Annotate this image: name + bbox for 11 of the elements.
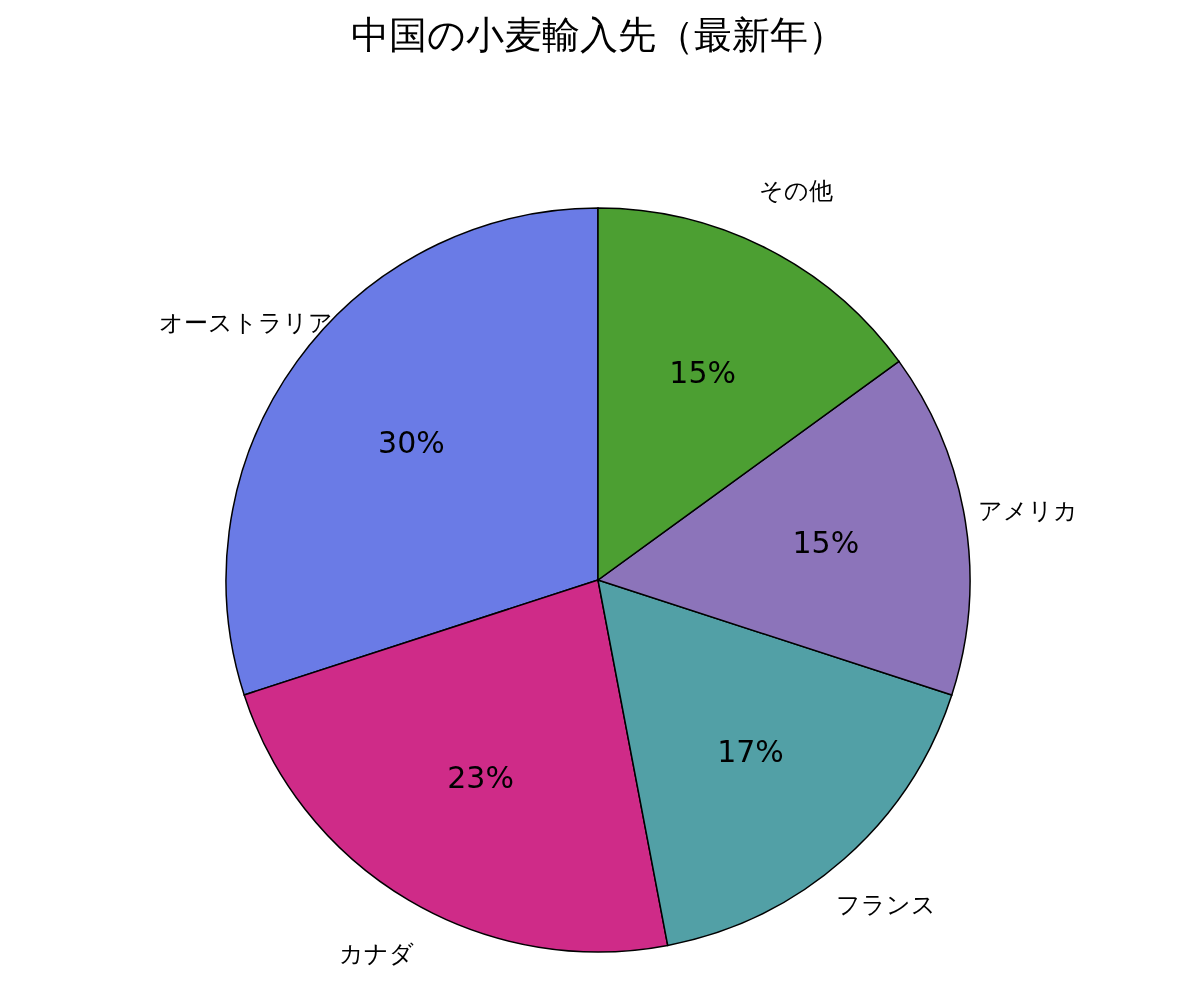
slice-label: カナダ (338, 939, 414, 968)
data-label: 15% (792, 524, 860, 560)
data-label: 30% (378, 425, 445, 461)
slice-label: アメリカ (977, 496, 1078, 525)
data-label: 17% (717, 734, 784, 770)
slice-label: オーストラリア (158, 309, 333, 338)
slice-label: その他 (758, 177, 833, 206)
slice-label: フランス (835, 891, 936, 920)
chart-title: 中国の小麦輸入先（最新年） (350, 13, 846, 57)
data-label: 15% (669, 355, 737, 391)
data-label: 23% (447, 759, 514, 795)
